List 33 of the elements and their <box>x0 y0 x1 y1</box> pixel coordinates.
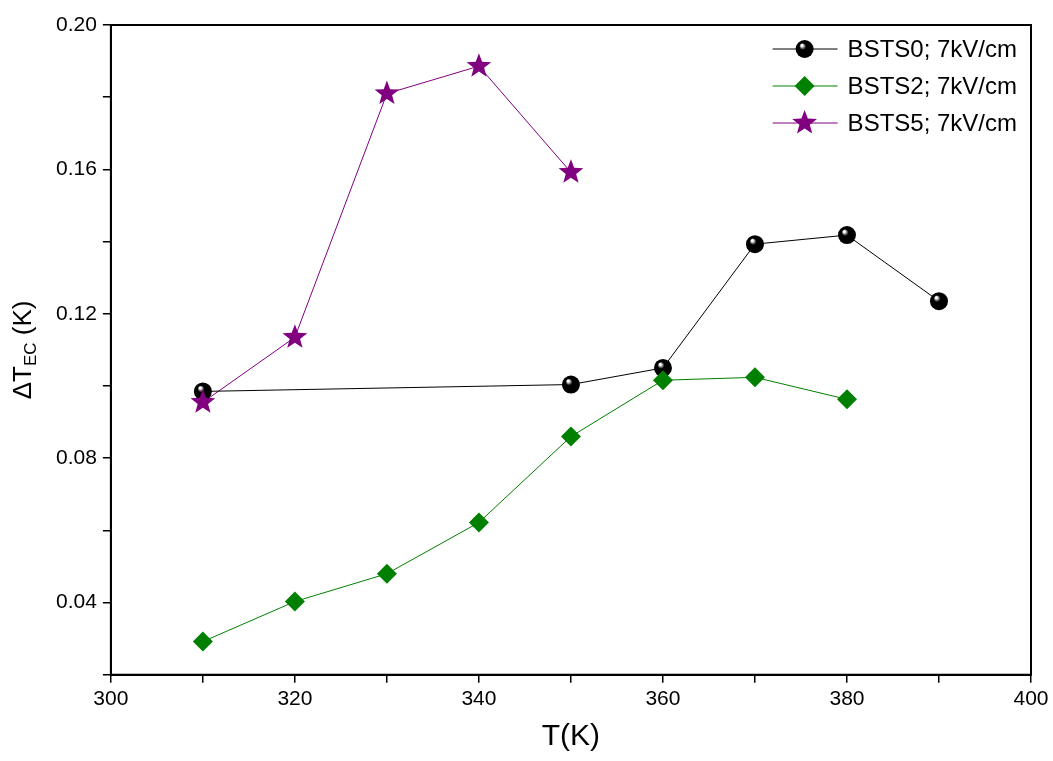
point <box>468 512 489 533</box>
x-tick-label: 360 <box>645 686 681 710</box>
point <box>745 235 764 254</box>
point <box>837 226 856 245</box>
x-tick-label: 400 <box>1013 686 1049 710</box>
x-tick-label: 320 <box>277 686 313 710</box>
point <box>190 389 216 413</box>
point <box>376 563 397 584</box>
point <box>561 375 580 394</box>
y-axis-title: ΔTEC (K) <box>7 300 41 400</box>
point <box>558 159 584 183</box>
legend-label: BSTS2; 7kV/cm <box>847 71 1018 99</box>
x-tick-label: 300 <box>93 686 129 710</box>
point <box>192 631 213 652</box>
point <box>284 591 305 612</box>
point <box>652 370 673 391</box>
x-axis-title: T(K) <box>541 718 601 752</box>
point <box>282 324 308 348</box>
y-tick-label: 0.08 <box>56 445 97 468</box>
x-tick-label: 340 <box>461 686 497 710</box>
point <box>466 53 492 77</box>
point <box>929 292 948 311</box>
point <box>836 389 857 410</box>
y-tick-label: 0.20 <box>56 11 97 35</box>
y-tick-label: 0.04 <box>56 589 98 613</box>
x-tick-label: 380 <box>829 686 865 710</box>
point <box>560 426 581 447</box>
point <box>374 80 400 105</box>
legend-label: BSTS5; 7kV/cm <box>847 108 1018 136</box>
y-tick-label: 0.12 <box>56 300 97 324</box>
point <box>744 367 765 388</box>
y-tick-label: 0.16 <box>56 156 97 180</box>
legend-label: BSTS0; 7kV/cm <box>847 34 1018 62</box>
